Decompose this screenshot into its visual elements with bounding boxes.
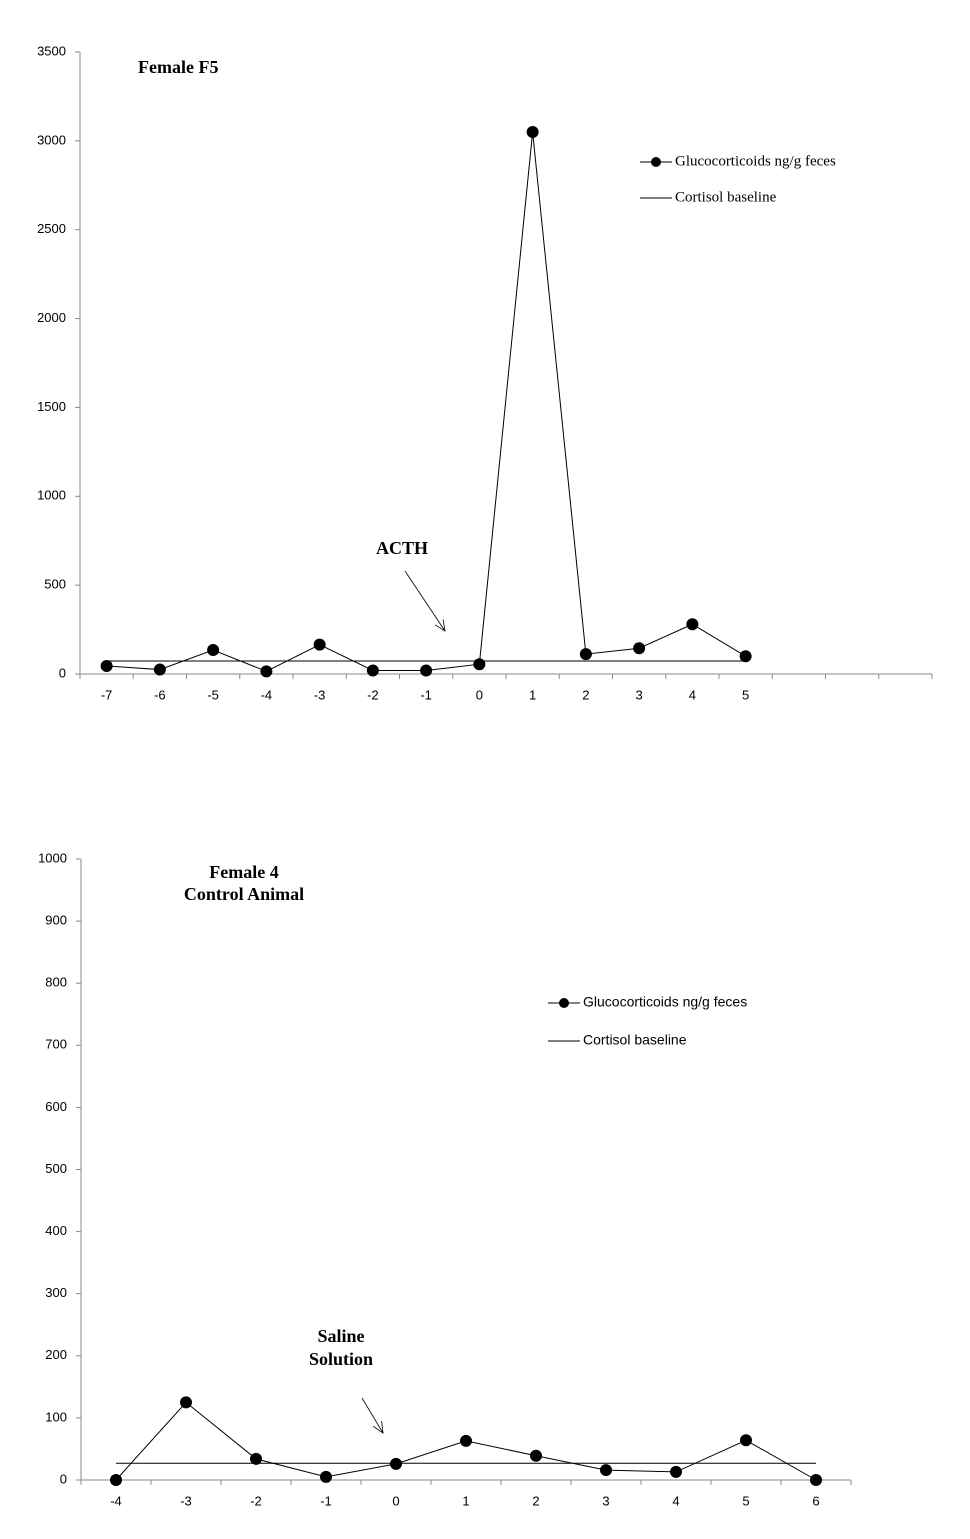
x-tick-label: 4 (672, 1493, 679, 1508)
x-tick-label: 0 (476, 687, 483, 702)
y-tick-label: 3500 (37, 43, 66, 58)
legend-marker (559, 998, 569, 1008)
data-point (670, 1465, 682, 1478)
legend-label: Cortisol baseline (583, 1032, 687, 1048)
data-point (600, 1464, 612, 1477)
data-point (153, 663, 166, 676)
annotation: Saline (317, 1326, 364, 1346)
series-line (106, 131, 746, 672)
data-point (530, 1449, 542, 1462)
data-point (740, 1434, 752, 1447)
x-tick-label: -3 (180, 1493, 192, 1508)
data-point (320, 1470, 332, 1483)
data-point (250, 1452, 262, 1465)
x-tick-label: 5 (742, 687, 749, 702)
y-tick-label: 300 (45, 1285, 67, 1300)
y-tick-label: 1500 (37, 399, 66, 414)
y-tick-label: 600 (45, 1099, 67, 1114)
x-tick-label: 3 (602, 1493, 609, 1508)
legend-label: Glucocorticoids ng/g feces (675, 153, 836, 169)
annotation-arrow (404, 570, 445, 631)
data-point (739, 650, 752, 663)
y-tick-label: 3000 (37, 132, 66, 147)
data-point (313, 638, 326, 651)
chart-subtitle: Control Animal (184, 884, 304, 904)
x-tick-label: -5 (207, 687, 219, 702)
x-tick-label: 2 (582, 687, 589, 702)
y-tick-label: 100 (45, 1409, 67, 1424)
x-tick-label: -1 (320, 1493, 332, 1508)
x-tick-label: 3 (636, 687, 643, 702)
data-point (260, 665, 273, 678)
chart-title: Female F5 (138, 57, 218, 77)
y-tick-label: 2500 (37, 221, 66, 236)
x-tick-label: -7 (101, 687, 113, 702)
x-tick-label: 0 (392, 1493, 399, 1508)
x-tick-label: -2 (367, 687, 379, 702)
data-point (390, 1457, 402, 1470)
y-tick-label: 400 (45, 1223, 67, 1238)
data-point (100, 660, 113, 673)
x-tick-label: 2 (532, 1493, 539, 1508)
y-tick-label: 0 (60, 1471, 67, 1486)
y-tick-label: 2000 (37, 310, 66, 325)
y-tick-label: 200 (45, 1347, 67, 1362)
x-tick-label: -4 (261, 687, 273, 702)
data-point (110, 1474, 122, 1486)
data-point (686, 618, 699, 631)
y-tick-label: 800 (45, 975, 67, 990)
y-tick-label: 900 (45, 913, 67, 928)
data-point (460, 1434, 472, 1447)
y-tick-label: 500 (45, 1161, 67, 1176)
data-point (366, 664, 379, 677)
data-point (579, 648, 592, 661)
y-tick-label: 700 (45, 1037, 67, 1052)
x-tick-label: 5 (742, 1493, 749, 1508)
data-point (526, 125, 539, 138)
x-tick-label: -1 (420, 687, 432, 702)
data-point (207, 644, 220, 657)
x-tick-label: -2 (250, 1493, 262, 1508)
x-tick-label: -4 (110, 1493, 122, 1508)
y-tick-label: 0 (59, 665, 66, 680)
annotation: Solution (309, 1349, 373, 1369)
y-tick-label: 500 (44, 577, 66, 592)
annotation-arrow (361, 1397, 383, 1433)
legend-label: Cortisol baseline (675, 189, 777, 205)
data-point (810, 1474, 822, 1486)
x-tick-label: 6 (812, 1493, 819, 1508)
x-tick-label: 4 (689, 687, 696, 702)
y-tick-label: 1000 (37, 488, 66, 503)
chart-title: Female 4 (209, 862, 278, 882)
data-point (420, 664, 433, 677)
y-tick-label: 1000 (38, 850, 67, 865)
x-tick-label: -3 (314, 687, 326, 702)
legend-marker (651, 157, 661, 167)
annotation: ACTH (376, 538, 428, 558)
x-tick-label: -6 (154, 687, 166, 702)
legend-label: Glucocorticoids ng/g feces (583, 994, 747, 1010)
data-point (633, 642, 646, 655)
x-tick-label: 1 (462, 1493, 469, 1508)
data-point (473, 658, 486, 671)
x-tick-label: 1 (529, 687, 536, 702)
data-point (180, 1396, 192, 1409)
